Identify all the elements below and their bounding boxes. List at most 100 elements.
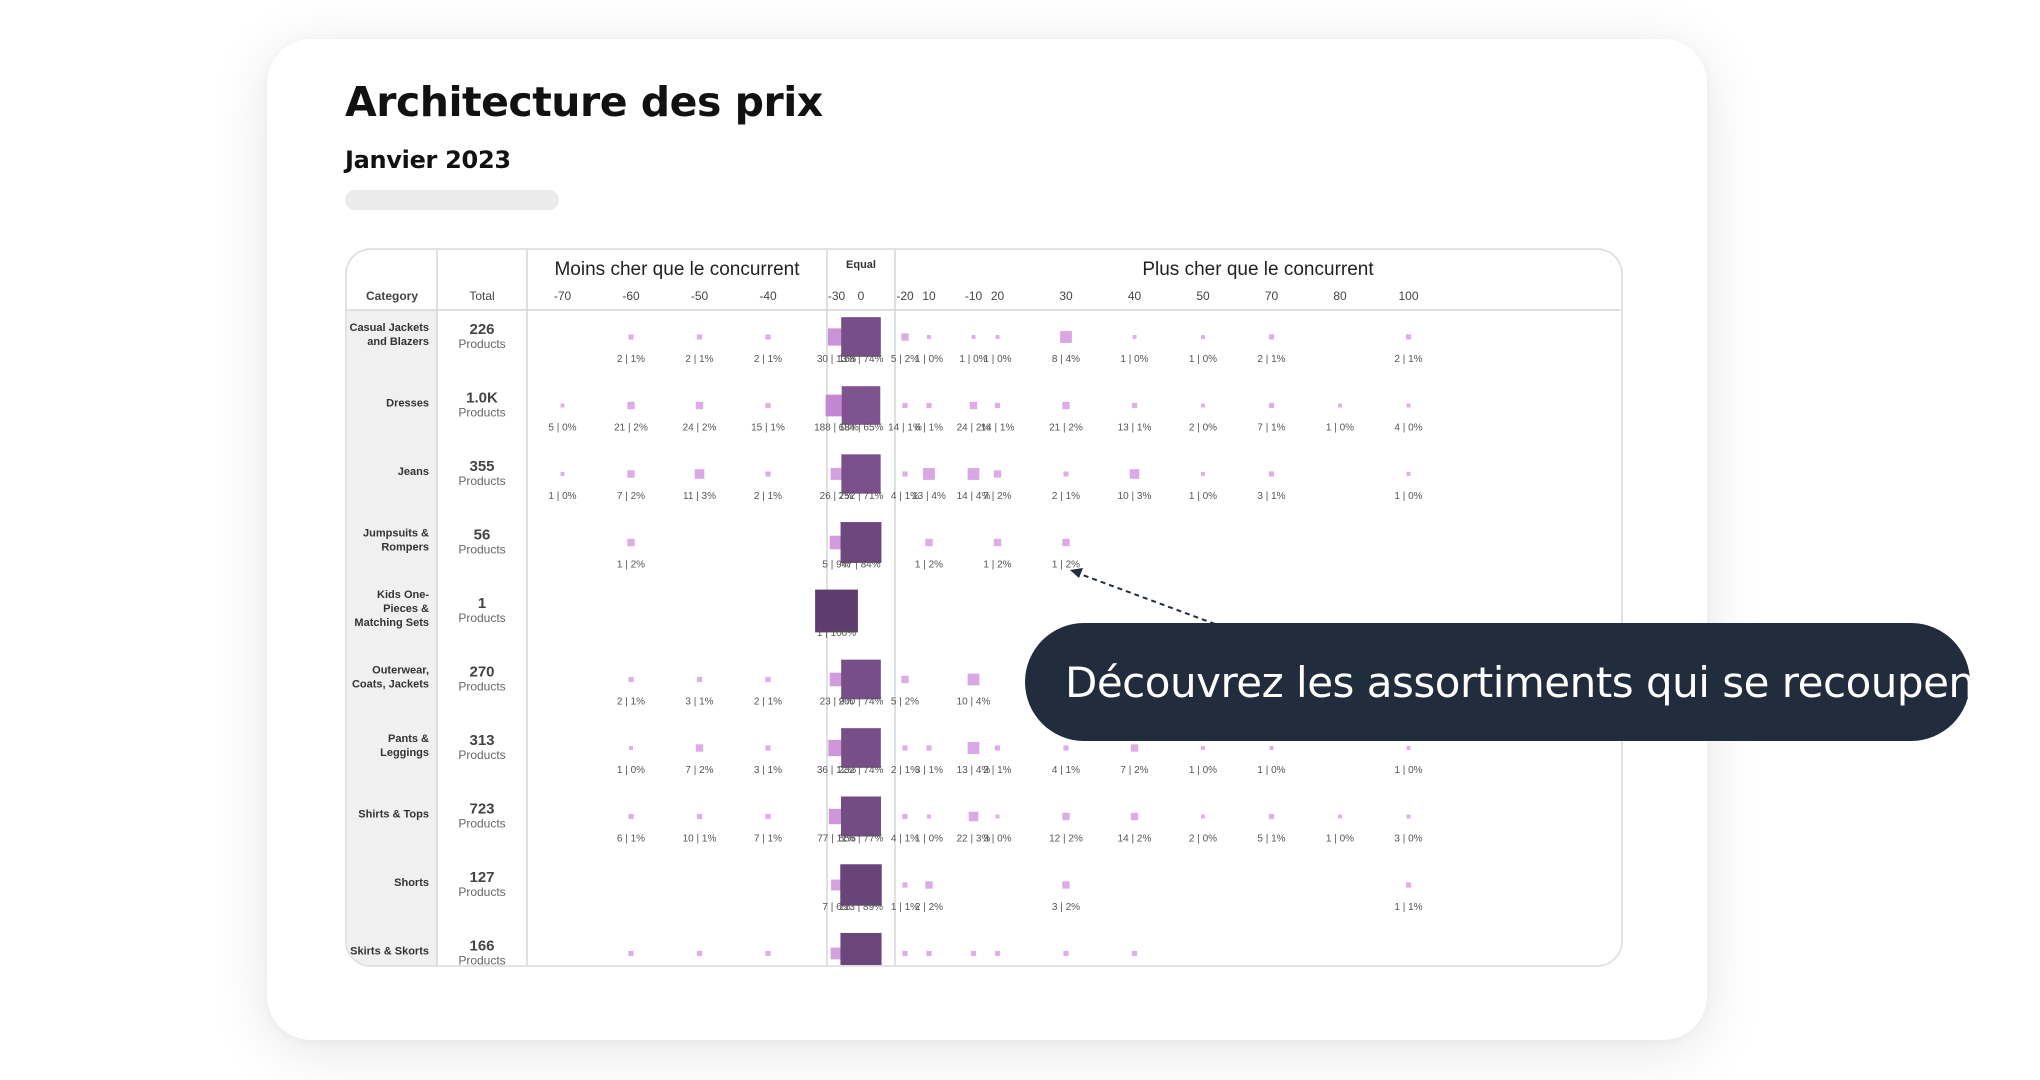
bin-label: 20	[991, 289, 1005, 303]
matrix-cell-square	[765, 334, 771, 340]
callout-bubble: Découvrez les assortiments qui se recoup…	[1025, 623, 1991, 741]
matrix-cell-label: 2 | 2%	[915, 902, 943, 913]
matrix-cell-square	[841, 454, 881, 494]
row-total-value: 127	[469, 869, 494, 886]
row-total-unit: Products	[458, 543, 505, 557]
matrix-cell-label: 2 | 1%	[754, 491, 782, 502]
matrix-cell-label: 36 | 12%	[817, 765, 856, 776]
matrix-cell-square	[1269, 746, 1274, 750]
row-category-label: Casual Jackets	[350, 322, 430, 334]
matrix-cell-square	[840, 796, 882, 837]
matrix-cell-label: 168 | 74%	[839, 354, 884, 365]
matrix-cell-square	[1062, 812, 1070, 821]
matrix-cell-square	[1063, 471, 1069, 477]
matrix-cell-label: 1 | 0%	[1189, 491, 1217, 502]
column-category-label: Category	[366, 289, 418, 303]
matrix-cell-square	[901, 675, 909, 684]
matrix-cell-label: 1 | 0%	[959, 354, 987, 365]
row-category-label: Rompers	[381, 542, 429, 554]
matrix-cell-label: 12 | 2%	[1049, 834, 1083, 845]
matrix-cell-label: 1 | 0%	[983, 354, 1011, 365]
matrix-cell-label: 3 | 1%	[754, 765, 782, 776]
matrix-cell-square	[1062, 881, 1070, 889]
price-matrix: Moins cher que le concurrent Equal Plus ch…	[345, 248, 1623, 967]
matrix-cell-square	[765, 471, 771, 477]
matrix-cell-square	[925, 538, 933, 547]
matrix-cell-square	[627, 470, 635, 478]
bin-label: 100	[1398, 289, 1418, 303]
matrix-cell-label: 1 | 2%	[915, 560, 943, 571]
row-category-label: Jumpsuits &	[363, 528, 429, 540]
matrix-cell-square	[1201, 335, 1205, 339]
matrix-cell-label: 77 | 11%	[817, 834, 856, 845]
matrix-cell-label: 14 | 1%	[981, 423, 1015, 434]
matrix-cell-label: 113 | 89%	[839, 902, 883, 913]
matrix-cell-square	[840, 864, 882, 906]
matrix-cell-label: 2 | 1%	[1257, 354, 1285, 365]
matrix-cell-square	[1132, 335, 1137, 339]
matrix-cell-square	[994, 745, 1001, 751]
row-total-value: 56	[474, 527, 491, 544]
matrix-cell-label: 7 | 2%	[685, 765, 713, 776]
page-subtitle: Janvier 2023	[345, 146, 511, 174]
matrix-cell-square	[831, 879, 842, 891]
matrix-cell-label: 13 | 1%	[1118, 423, 1152, 434]
matrix-cell-label: 1 | 0%	[1394, 765, 1422, 776]
matrix-cell-square	[765, 950, 771, 957]
matrix-cell-label: 2 | 1%	[1394, 354, 1422, 365]
row-category-label: Pants &	[388, 733, 429, 745]
row-category-label: and Blazers	[367, 336, 429, 348]
matrix-cell-square	[696, 813, 703, 820]
matrix-cell-label: 14 | 2%	[1118, 834, 1152, 845]
matrix-cell-square	[841, 728, 881, 768]
matrix-cell-square	[1063, 745, 1069, 751]
matrix-cell-label: 188 | 18%	[814, 423, 859, 434]
matrix-cell-label: 1 | 0%	[1189, 354, 1217, 365]
matrix-cell-label: 26 | 7%	[820, 491, 854, 502]
matrix-cell-label: 6 | 1%	[915, 423, 943, 434]
row-category-label: Outerwear,	[372, 665, 429, 677]
matrix-cell-square	[828, 808, 845, 825]
matrix-cell-label: 1 | 0%	[1189, 765, 1217, 776]
matrix-cell-square	[994, 950, 1001, 957]
matrix-cell-square	[696, 676, 703, 683]
matrix-cell-label: 232 | 74%	[839, 765, 884, 776]
matrix-cell-label: 10 | 3%	[1118, 491, 1152, 502]
matrix-cell-square	[902, 402, 908, 409]
matrix-cell-square	[1406, 814, 1411, 819]
matrix-cell-square	[902, 745, 908, 751]
matrix-cell-label: 1 | 100%	[817, 628, 856, 639]
bin-label: 10	[922, 289, 936, 303]
matrix-cell-label: 2 | 0%	[1189, 834, 1217, 845]
matrix-cell-square	[1268, 471, 1275, 477]
matrix-cell-label: 5 | 0%	[548, 423, 576, 434]
row-category-label: Skirts & Skorts	[350, 946, 429, 958]
matrix-cell-square	[970, 950, 977, 957]
matrix-cell-label: 5 | 2%	[891, 697, 919, 708]
matrix-cell-label: 556 | 77%	[839, 834, 884, 845]
matrix-cell-label: 1 | 0%	[1394, 491, 1422, 502]
matrix-cell-square	[629, 746, 633, 750]
matrix-cell-label: 4 | 1%	[1052, 765, 1080, 776]
bin-label: 50	[1196, 289, 1210, 303]
matrix-cell-square	[1338, 814, 1342, 819]
matrix-cell-square	[1062, 538, 1070, 547]
matrix-cell-square	[967, 673, 980, 686]
matrix-cell-square	[927, 335, 931, 339]
callout-text: Découvrez les assortiments qui se recoup…	[1065, 657, 1991, 707]
matrix-cell-label: 2 | 1%	[891, 765, 919, 776]
matrix-cell-square	[696, 334, 703, 340]
bin-label: 30	[1059, 289, 1073, 303]
row-total-unit: Products	[458, 680, 505, 694]
header-equal-label: Equal	[846, 259, 876, 271]
matrix-cell-label: 14 | 1%	[888, 423, 922, 434]
matrix-cell-square	[1201, 746, 1205, 750]
bin-label: -50	[691, 289, 709, 303]
matrix-cell-square	[968, 811, 979, 822]
matrix-cell-square	[901, 333, 909, 341]
row-total-value: 1.0K	[466, 390, 498, 407]
matrix-cell-square	[628, 813, 634, 820]
matrix-cell-label: 13 | 4%	[957, 765, 991, 776]
matrix-cell-label: 23 | 9%	[820, 697, 854, 708]
matrix-cell-label: 3 | 2%	[1052, 902, 1080, 913]
